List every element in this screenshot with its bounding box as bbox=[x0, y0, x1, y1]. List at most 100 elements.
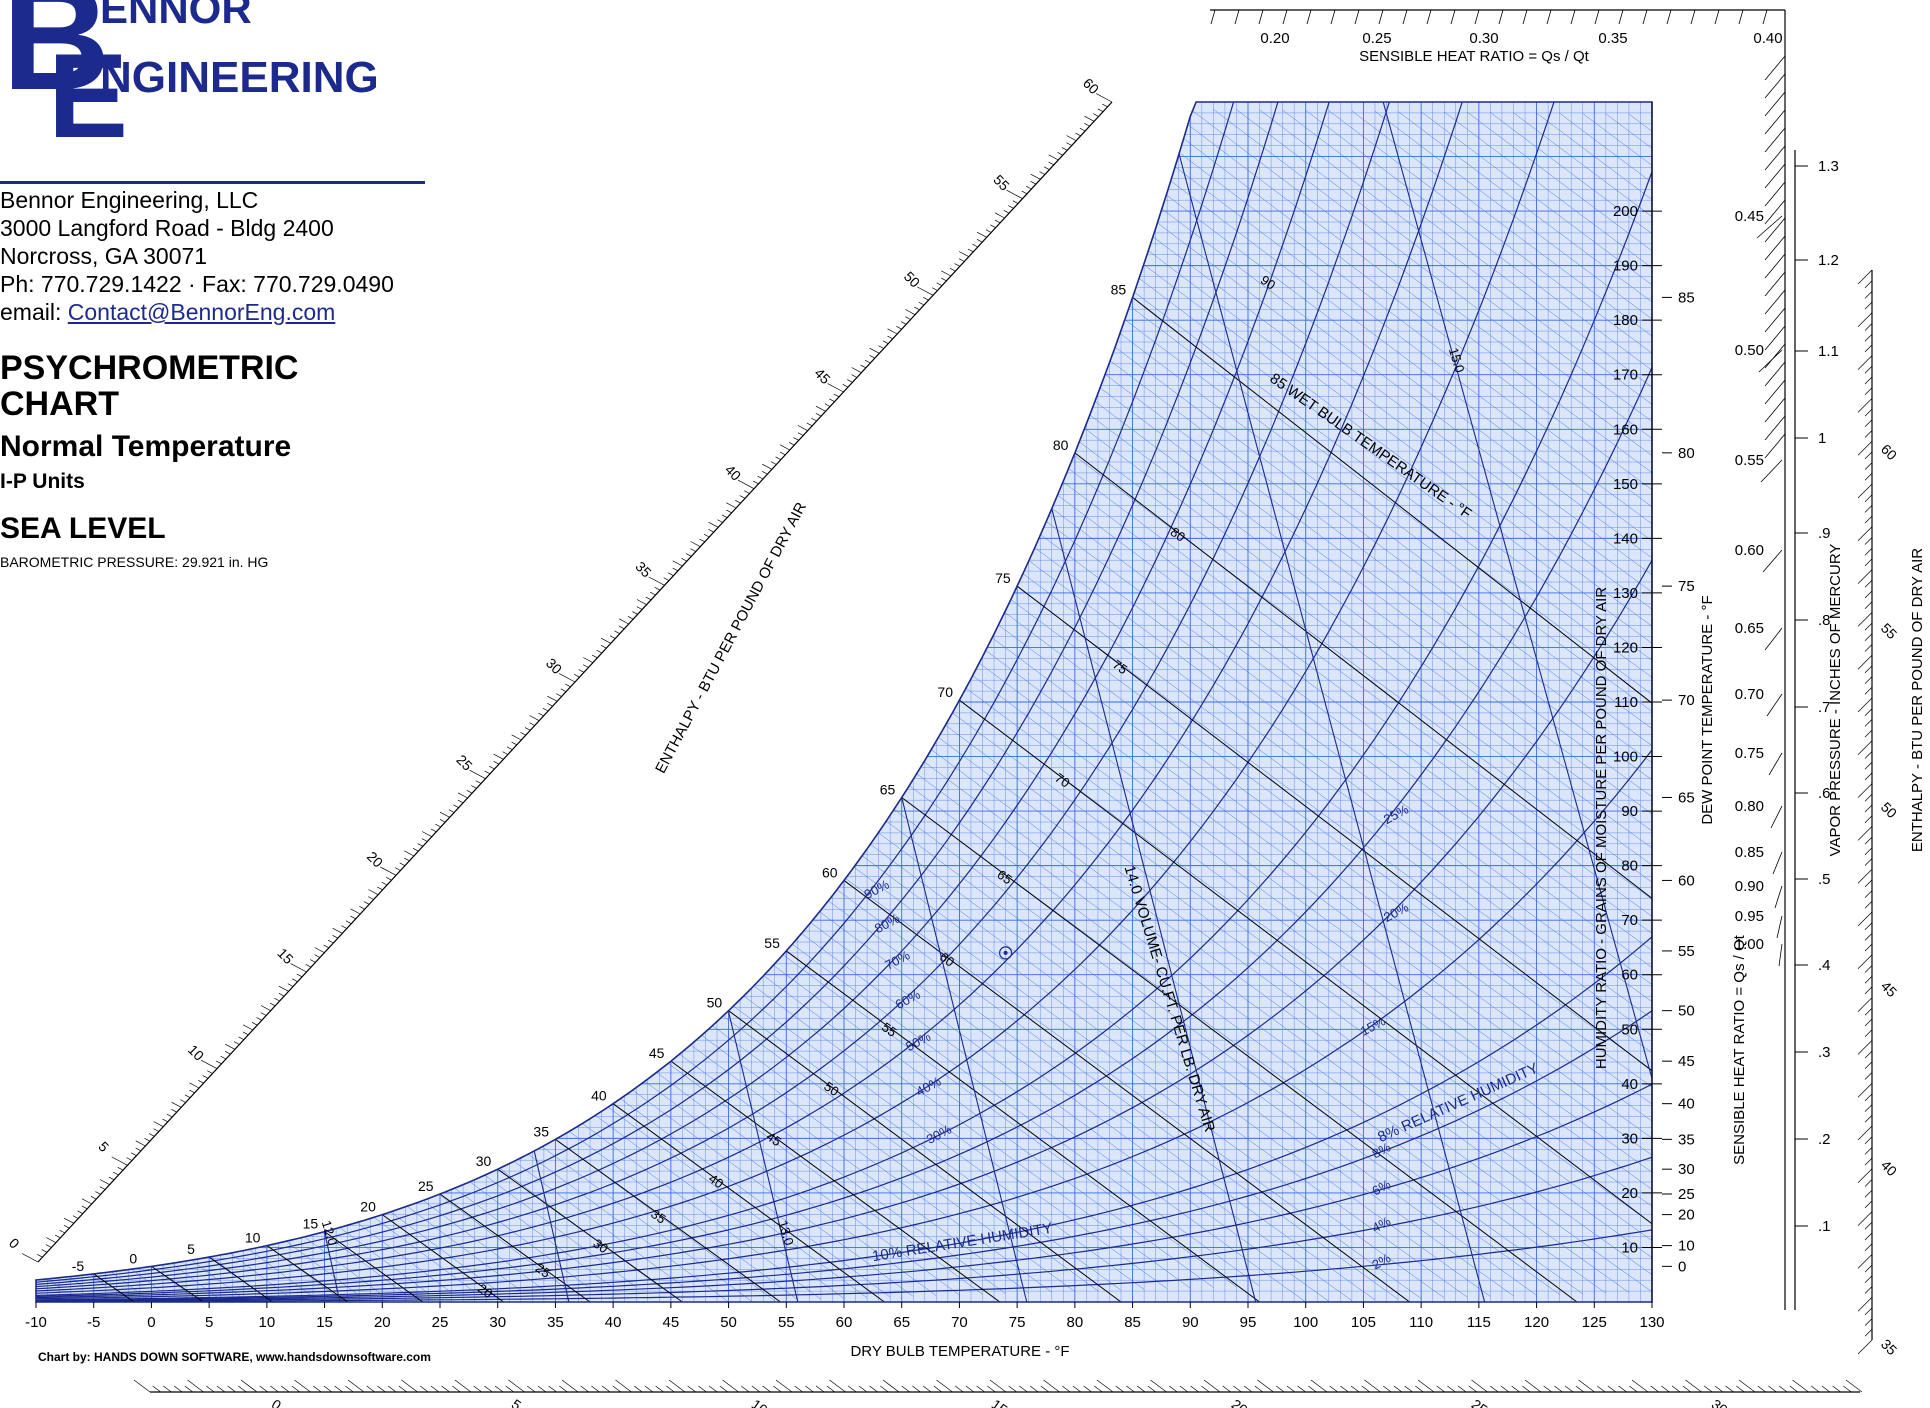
dewpoint-axis: 0 10 20 25 30 35 40 45 50 55 60 65 70 75 80 85 bbox=[1662, 289, 1695, 1275]
shr-right-tick bbox=[1760, 459, 1783, 483]
db-tick-label: -10 bbox=[25, 1314, 47, 1331]
enthalpy-bottom-tick bbox=[794, 1385, 803, 1393]
w-tick-label: 40 bbox=[1621, 1076, 1638, 1093]
shr-right-label: 1.00 bbox=[1735, 936, 1764, 953]
shr-right-tick bbox=[1772, 851, 1783, 875]
shr-right-label: 0.80 bbox=[1735, 798, 1764, 815]
enthalpy-bottom-tick bbox=[1083, 1385, 1092, 1393]
enthalpy-left-tick bbox=[609, 635, 616, 639]
enthalpy-right-tick bbox=[1864, 1318, 1873, 1326]
wetbulb-line bbox=[381, 1214, 504, 1303]
enthalpy-right-label: 60 bbox=[1878, 441, 1900, 463]
enthalpy-left-tick bbox=[184, 1094, 191, 1098]
wetbulb-line bbox=[555, 1138, 781, 1303]
enthalpy-bottom-tick bbox=[1738, 1379, 1756, 1393]
x-axis-label: DRY BULB TEMPERATURE - °F bbox=[850, 1343, 1069, 1360]
w-tick-label: 50 bbox=[1621, 1021, 1638, 1038]
enthalpy-left-tick bbox=[81, 1205, 88, 1210]
enthalpy-right-tick bbox=[1857, 697, 1873, 713]
enthalpy-left-tick bbox=[404, 850, 415, 857]
enthalpy-bottom-tick bbox=[1147, 1385, 1157, 1393]
dp-tick-label: 20 bbox=[1678, 1207, 1695, 1224]
w-tick-label: 80 bbox=[1621, 858, 1638, 875]
enthalpy-left-tick bbox=[153, 1121, 164, 1127]
shr-top-label: 0.30 bbox=[1469, 30, 1498, 47]
enthalpy-bottom-tick bbox=[1810, 1385, 1820, 1393]
enthalpy-left-tick bbox=[260, 1012, 267, 1016]
enthalpy-left-tick bbox=[457, 792, 468, 799]
wetbulb-inner-label: 35 bbox=[648, 1206, 668, 1227]
wetbulb-inner-label: 60 bbox=[937, 949, 957, 970]
enthalpy-bottom-tick bbox=[762, 1385, 771, 1393]
enthalpy-bottom-tick bbox=[1671, 1385, 1681, 1393]
enthalpy-left-tick bbox=[269, 1002, 276, 1007]
enthalpy-left-tick bbox=[672, 567, 679, 572]
shr-right-label: 0.65 bbox=[1735, 620, 1764, 637]
wetbulb-line bbox=[843, 880, 1410, 1303]
wetbulb-line bbox=[266, 1245, 348, 1303]
enthalpy-left-tick bbox=[1043, 166, 1050, 170]
shr-top-tick bbox=[1618, 9, 1624, 25]
wetbulb-inner-label: 55 bbox=[879, 1019, 899, 1040]
enthalpy-left-tick bbox=[905, 309, 916, 315]
enthalpy-bottom-tick bbox=[1650, 1385, 1659, 1393]
enthalpy-right-tick bbox=[1864, 1115, 1873, 1123]
db-tick-label: 50 bbox=[720, 1314, 737, 1331]
enthalpy-gridline bbox=[1397, 111, 1652, 303]
enthalpy-right-tick bbox=[1857, 1082, 1873, 1098]
db-tick-label: 100 bbox=[1293, 1314, 1318, 1331]
shr-right-minor-tick bbox=[1764, 91, 1786, 117]
db-tick-label: 35 bbox=[547, 1314, 564, 1331]
enthalpy-bottom-tick bbox=[441, 1385, 450, 1393]
enthalpy-left-tick bbox=[936, 282, 943, 286]
email-link[interactable]: Contact@BennorEng.com bbox=[67, 299, 336, 325]
enthalpy-scale-right: 35 40 45 50 55 60 bbox=[1857, 269, 1900, 1358]
enthalpy-bottom-tick bbox=[205, 1385, 215, 1393]
enthalpy-left-tick bbox=[350, 915, 356, 920]
shr-right-minor-tick bbox=[1764, 109, 1786, 135]
enthalpy-bottom-tick bbox=[912, 1385, 921, 1393]
enthalpy-left-tick bbox=[421, 831, 432, 837]
vapor-tick-label: 1.3 bbox=[1818, 158, 1839, 175]
enthalpy-gridline bbox=[1143, 108, 1652, 490]
enthalpy-left-tick bbox=[379, 866, 397, 876]
enthalpy-left-tick bbox=[1030, 181, 1037, 185]
enthalpy-left-tick bbox=[493, 753, 504, 760]
enthalpy-bottom-label: 15 bbox=[989, 1396, 1011, 1408]
wetbulb-scale-label: 75 bbox=[995, 570, 1011, 586]
enthalpy-left-tick bbox=[377, 886, 383, 891]
enthalpy-right-tick bbox=[1864, 301, 1873, 310]
enthalpy-right-tick bbox=[1857, 1040, 1873, 1055]
rh-curve-6 bbox=[36, 1083, 1652, 1302]
enthalpy-right-tick bbox=[1857, 954, 1873, 970]
w-tick-label: 20 bbox=[1621, 1185, 1638, 1202]
enthalpy-bottom-tick bbox=[1564, 1385, 1574, 1393]
enthalpy-left-tick bbox=[558, 673, 576, 683]
enthalpy-left-tick bbox=[439, 811, 450, 818]
shr-right-minor-tick bbox=[1764, 163, 1786, 189]
enthalpy-left-tick bbox=[547, 703, 553, 707]
enthalpy-bottom-tick bbox=[1489, 1385, 1499, 1393]
enthalpy-right-axis-label: ENTHALPY - BTU PER POUND OF DRY AIR bbox=[1909, 548, 1926, 852]
enthalpy-left-tick bbox=[350, 908, 361, 915]
enthalpy-bottom-tick bbox=[1254, 1385, 1264, 1393]
dp-tick-label: 75 bbox=[1678, 578, 1695, 595]
shr-right-minor-tick bbox=[1764, 73, 1786, 99]
enthalpy-right-tick bbox=[1864, 1136, 1873, 1144]
enthalpy-right-tick bbox=[1864, 836, 1873, 845]
enthalpy-bottom-tick bbox=[1233, 1385, 1242, 1393]
enthalpy-left-tick bbox=[851, 367, 862, 373]
company-address: Bennor Engineering, LLC 3000 Langford Ro… bbox=[0, 186, 394, 326]
enthalpy-bottom-tick bbox=[1404, 1385, 1413, 1393]
enthalpy-scale-bottom: 0 5 10 15 20 25 30 bbox=[133, 1379, 1863, 1408]
enthalpy-bottom-tick bbox=[280, 1385, 290, 1393]
enthalpy-right-tick bbox=[1864, 965, 1873, 973]
shr-top-label: 0.35 bbox=[1598, 30, 1627, 47]
enthalpy-left-tick bbox=[251, 1022, 258, 1026]
enthalpy-left-tick bbox=[386, 877, 392, 881]
rh-curve-20 bbox=[36, 560, 1652, 1299]
enthalpy-right-label: 55 bbox=[1878, 620, 1900, 642]
enthalpy-right-tick bbox=[1864, 494, 1873, 502]
db-tick-label: 80 bbox=[1067, 1314, 1084, 1331]
enthalpy-right-tick bbox=[1864, 922, 1873, 930]
